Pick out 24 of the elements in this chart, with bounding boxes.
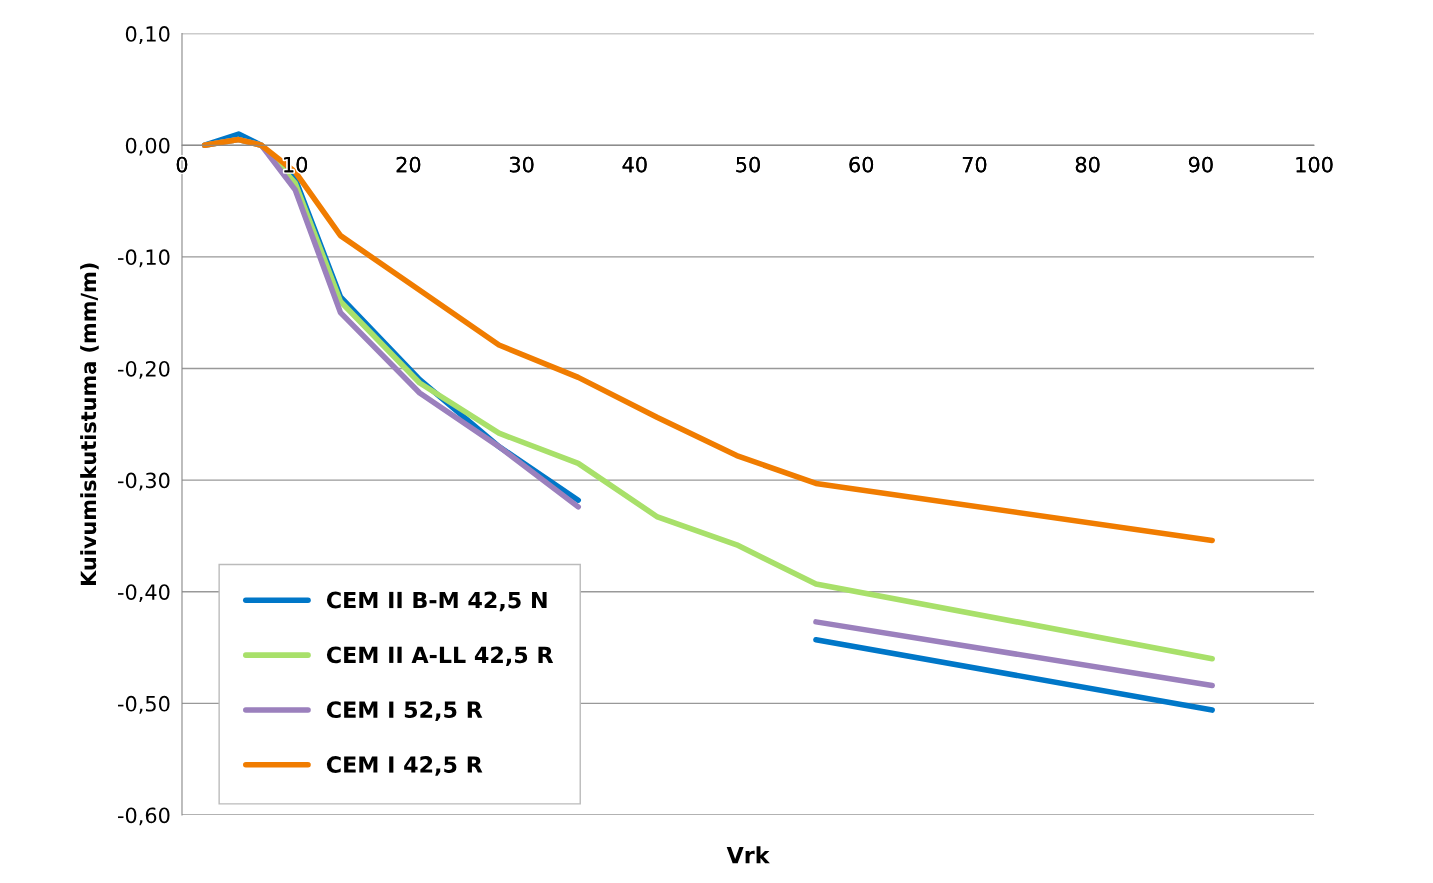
x-tick-label: 70	[962, 156, 987, 173]
y-tick-label: 0,10	[125, 26, 170, 44]
x-tick-label: 80	[1075, 156, 1100, 173]
y-tick-label: -0,40	[118, 584, 170, 603]
x-axis-title: Vrk	[726, 846, 770, 864]
x-tick-label: 60	[849, 156, 874, 173]
y-tick-label: -0,30	[118, 472, 170, 491]
x-tick-label: 40	[622, 156, 647, 173]
y-tick-label: -0,20	[118, 360, 170, 379]
y-tick-label: 0,00	[125, 137, 170, 156]
legend-label: CEM II B-M 42,5 N	[326, 591, 547, 612]
x-tick-label: 100	[1296, 156, 1333, 173]
y-tick-label: -0,10	[118, 249, 170, 268]
legend-label: CEM II A-LL 42,5 R	[326, 646, 554, 667]
x-tick-label: 50	[736, 156, 760, 173]
x-tick-label: 30	[509, 156, 534, 173]
legend-label: CEM I 52,5 R	[326, 701, 483, 721]
x-tick-label: 0	[176, 156, 188, 173]
y-axis-title: Kuivumiskutistuma (mm/m)	[80, 263, 99, 585]
x-tick-label: 20	[396, 156, 421, 173]
legend-label: CEM I 42,5 R	[326, 756, 483, 776]
x-tick-label: 90	[1188, 156, 1213, 173]
y-tick-label: -0,50	[118, 695, 170, 714]
y-tick-label: -0,60	[118, 807, 170, 826]
